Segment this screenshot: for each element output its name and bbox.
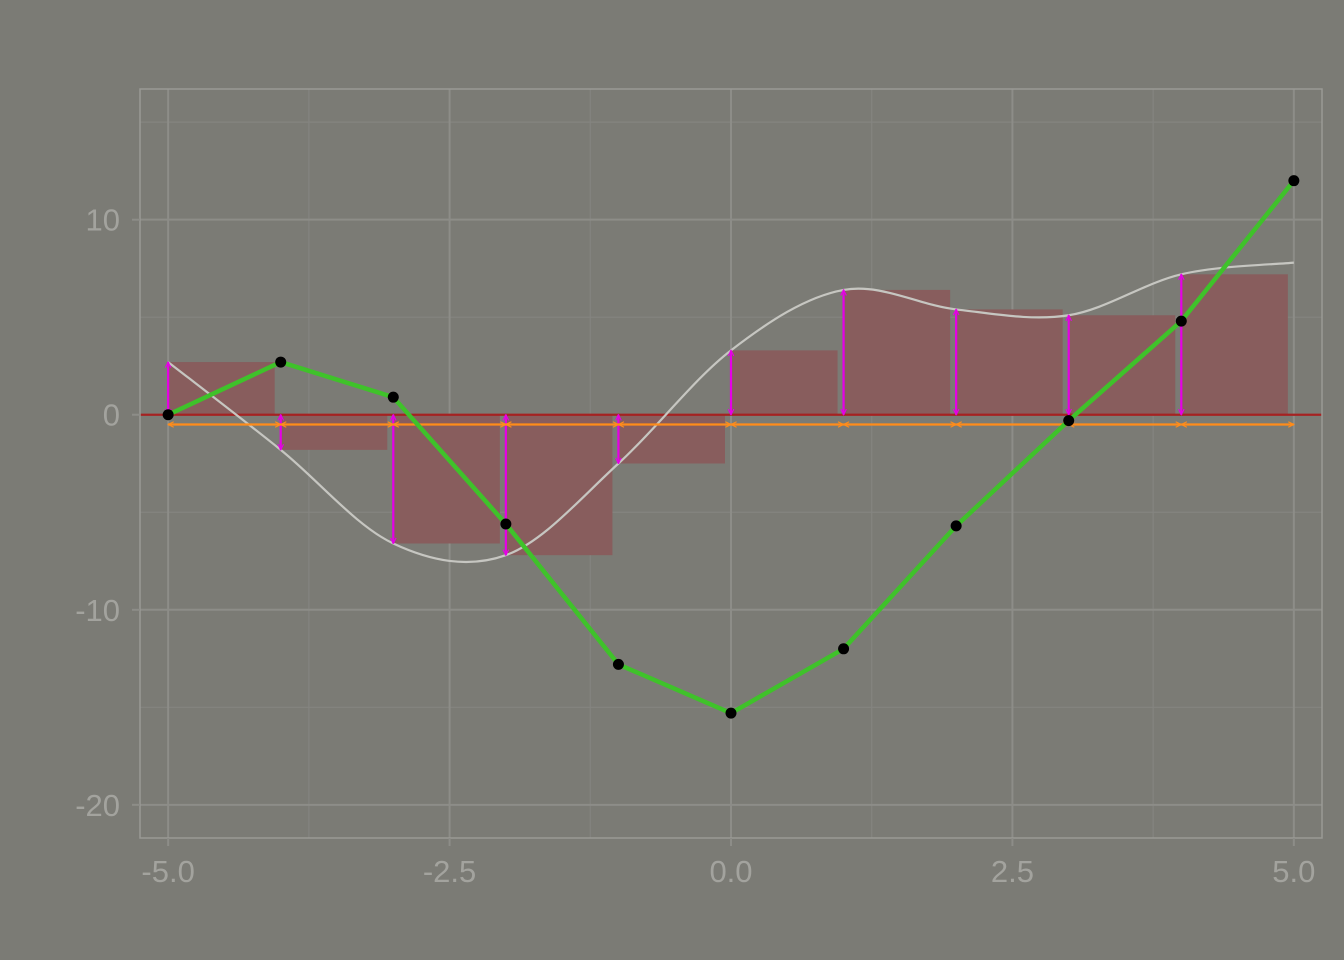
point-9 — [1175, 315, 1187, 327]
bar-4 — [618, 414, 725, 464]
point-10 — [1288, 175, 1300, 187]
bar-7 — [956, 309, 1063, 415]
x-tick-label-2: 0.0 — [709, 854, 752, 889]
y-tick-label-2: -10 — [75, 593, 120, 628]
x-tick-label-0: -5.0 — [141, 854, 194, 889]
point-4 — [612, 658, 624, 670]
y-axis-ticks: 10 0 -10 -20 — [75, 203, 140, 823]
bar-5 — [731, 350, 838, 415]
bar-1 — [280, 414, 388, 450]
point-0 — [162, 409, 174, 421]
vertical-arrows — [168, 274, 1181, 555]
curve-path — [167, 261, 1294, 564]
bar-6 — [843, 289, 951, 415]
point-7 — [950, 520, 962, 532]
point-2 — [387, 391, 399, 403]
point-3 — [500, 518, 512, 530]
bar-2 — [393, 414, 500, 544]
bar-8 — [1068, 315, 1176, 415]
point-5 — [725, 707, 737, 719]
point-markers — [162, 175, 1300, 719]
x-tick-label-4: 5.0 — [1272, 854, 1315, 889]
y-tick-label-3: -20 — [75, 788, 120, 823]
smooth-curve — [167, 261, 1294, 564]
point-6 — [838, 643, 850, 655]
x-axis-ticks: -5.0 -2.5 0.0 2.5 5.0 — [141, 838, 1315, 889]
point-8 — [1063, 415, 1075, 427]
x-tick-label-1: -2.5 — [423, 854, 476, 889]
major-gridlines — [140, 89, 1322, 838]
point-1 — [275, 356, 287, 368]
x-tick-label-3: 2.5 — [991, 854, 1034, 889]
step-bars — [168, 274, 1288, 556]
y-tick-label-1: 0 — [103, 398, 120, 433]
bar-9 — [1181, 274, 1288, 415]
y-tick-label-0: 10 — [86, 203, 120, 238]
